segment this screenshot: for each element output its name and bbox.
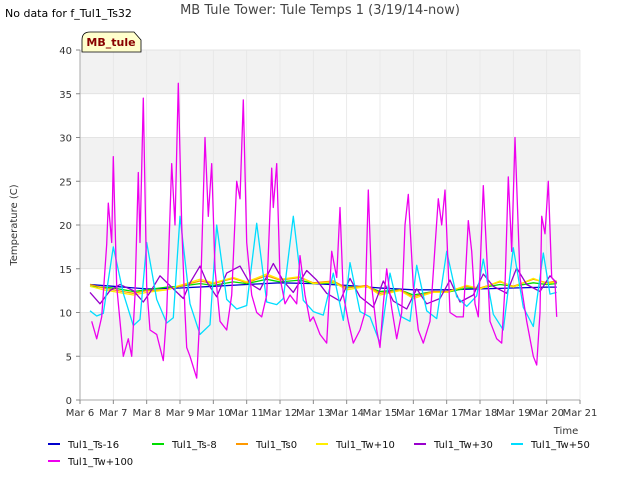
y-tick-label: 25 xyxy=(59,177,72,188)
grid-bands xyxy=(80,50,580,357)
y-tick-label: 35 xyxy=(59,90,72,101)
legend: Tul1_Ts-16 Tul1_Ts-8 Tul1_Ts0 Tul1_Tw+10 Tul… xyxy=(48,440,590,468)
x-tick-label: Mar 11 xyxy=(229,408,264,419)
x-tick-label: Mar 21 xyxy=(563,408,598,419)
series-line-Tul1_Tw+10 xyxy=(89,273,557,300)
series-lines xyxy=(89,82,558,379)
y-tick-label: 15 xyxy=(59,265,72,276)
grid-band xyxy=(80,225,580,269)
grid-band xyxy=(80,137,580,182)
x-tick-label: Mar 10 xyxy=(196,408,231,419)
grid-band xyxy=(80,50,580,94)
legend-item: Tul1_Ts-16 xyxy=(48,440,119,451)
chart-title: MB Tule Tower: Tule Temps 1 (3/19/14-now… xyxy=(180,3,460,18)
legend-label: Tul1_Tw+30 xyxy=(433,440,493,451)
y-tick-label: 30 xyxy=(59,134,72,145)
x-tick-label: Mar 13 xyxy=(296,408,331,419)
y-tick-label: 0 xyxy=(66,396,72,407)
legend-item: Tul1_Tw+100 xyxy=(48,457,133,468)
legend-item: Tul1_Tw+50 xyxy=(511,440,590,451)
legend-label: Tul1_Tw+50 xyxy=(530,440,590,451)
x-tick-label: Mar 12 xyxy=(263,408,298,419)
legend-label: Tul1_Ts-16 xyxy=(67,440,119,451)
x-tick-label: Mar 7 xyxy=(99,408,127,419)
x-tick-label: Mar 6 xyxy=(66,408,94,419)
tower-label-text: MB_tule xyxy=(86,36,135,49)
y-tick-label: 20 xyxy=(59,221,72,232)
x-tick-label: Mar 9 xyxy=(166,408,194,419)
legend-item: Tul1_Ts-8 xyxy=(152,440,217,451)
y-tick-label: 5 xyxy=(66,352,72,363)
legend-label: Tul1_Tw+100 xyxy=(67,457,133,468)
legend-item: Tul1_Ts0 xyxy=(236,440,297,451)
x-tick-label: Mar 15 xyxy=(363,408,398,419)
legend-label: Tul1_Ts0 xyxy=(255,440,297,451)
x-tick-label: Mar 20 xyxy=(529,408,564,419)
x-axis-label: Time xyxy=(553,426,578,437)
legend-item: Tul1_Tw+10 xyxy=(316,440,395,451)
series-line-Tul1_Tw+100 xyxy=(91,82,558,379)
x-tick-label: Mar 16 xyxy=(396,408,431,419)
y-tick-label: 10 xyxy=(59,309,72,320)
y-axis-label: Temperature (C) xyxy=(9,184,20,266)
x-tick-label: Mar 8 xyxy=(132,408,160,419)
x-tick-label: Mar 19 xyxy=(496,408,531,419)
legend-label: Tul1_Tw+10 xyxy=(335,440,395,451)
legend-item: Tul1_Tw+30 xyxy=(414,440,493,451)
no-data-message: No data for f_Tul1_Ts32 xyxy=(5,7,132,20)
x-tick-label: Mar 18 xyxy=(463,408,498,419)
x-tick-label: Mar 14 xyxy=(329,408,364,419)
legend-label: Tul1_Ts-8 xyxy=(171,440,217,451)
tower-label-box: MB_tule xyxy=(81,31,142,53)
y-tick-label: 40 xyxy=(59,46,72,57)
x-tick-label: Mar 17 xyxy=(429,408,464,419)
